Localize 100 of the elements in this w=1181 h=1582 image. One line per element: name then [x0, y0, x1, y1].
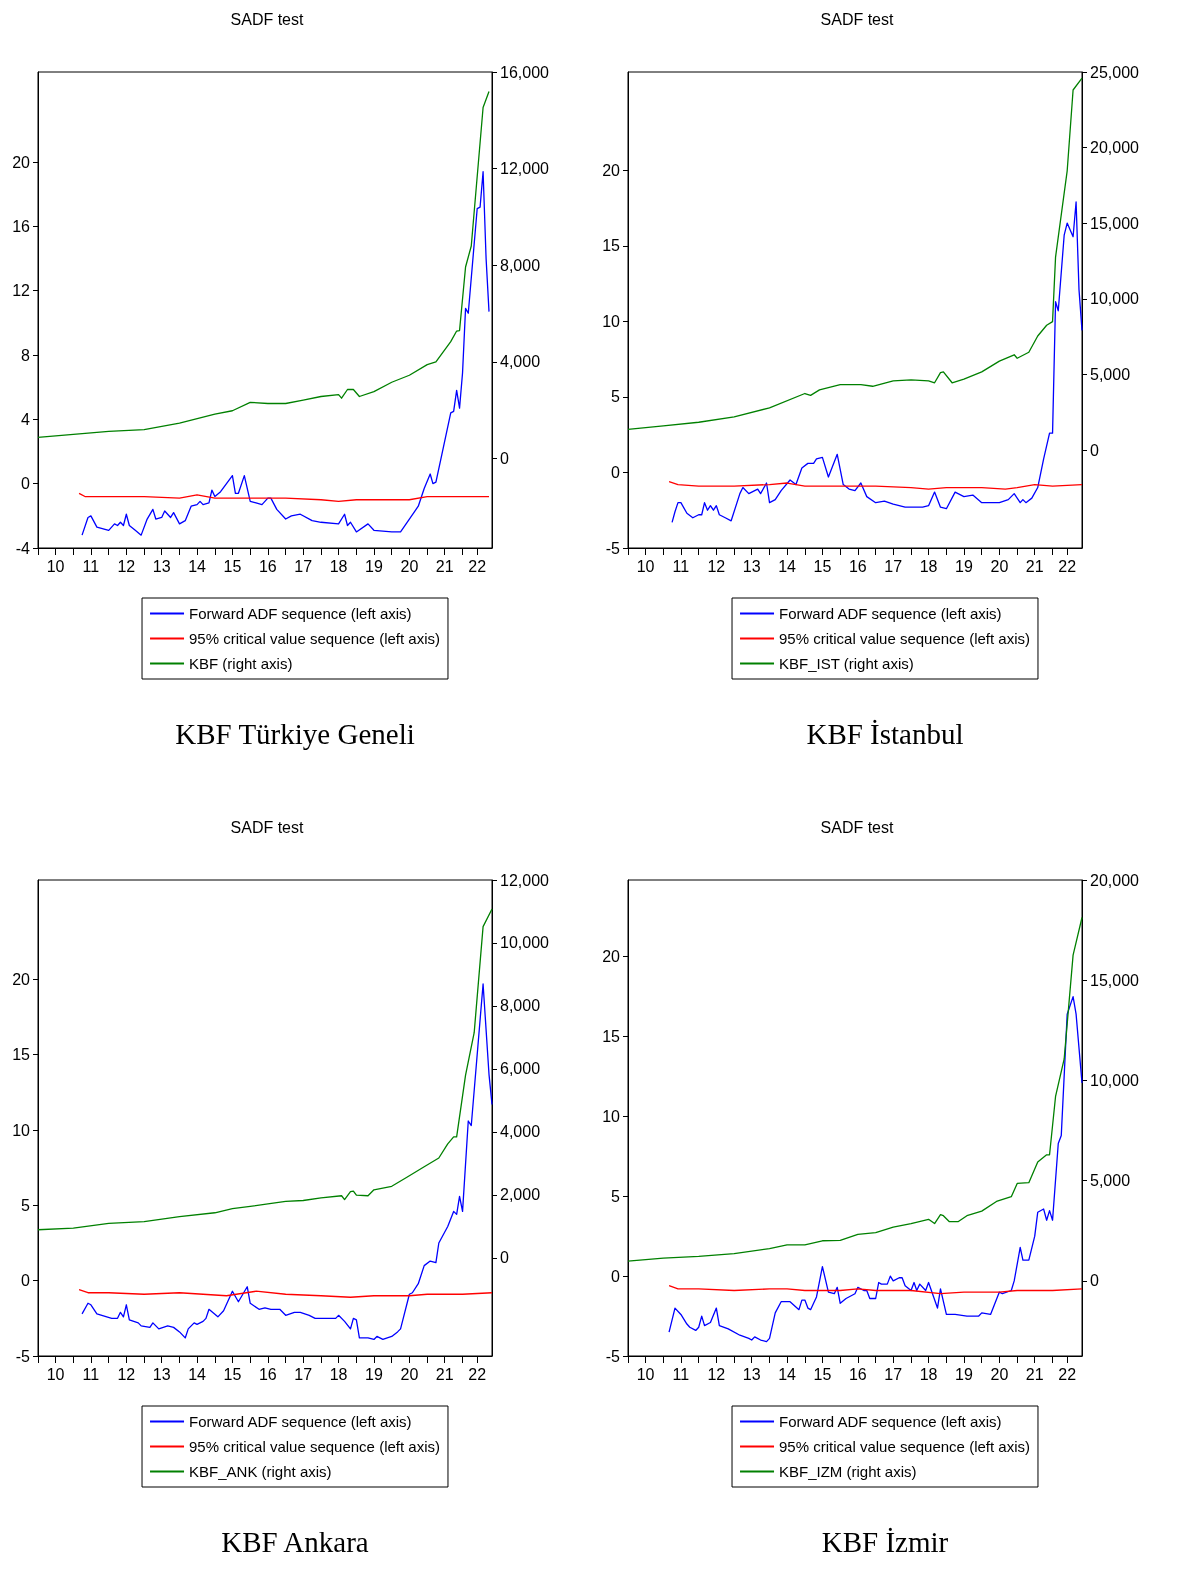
x-tick-label: 19 [955, 1365, 973, 1383]
x-tick-label: 22 [1058, 1365, 1077, 1383]
y2-tick-label: 2,000 [500, 1186, 541, 1204]
y-tick-label: -4 [15, 539, 31, 557]
y-tick-label: -5 [605, 539, 621, 557]
y2-tick-label: 10,000 [1090, 290, 1140, 308]
y2-tick-label: 20,000 [1090, 139, 1140, 157]
legend-label: Forward ADF sequence (left axis) [189, 1413, 412, 1430]
line-series [627, 916, 1083, 1262]
line-series [78, 1289, 493, 1298]
y-tick-label: 5 [611, 388, 621, 406]
x-tick-label: 18 [329, 1365, 348, 1383]
x-tick-label: 18 [329, 557, 348, 575]
text: KBF Ankara [220, 1526, 370, 1559]
x-tick-label: 21 [1025, 557, 1044, 575]
y-tick-label: 20 [12, 970, 31, 988]
y2-tick-label: 16,000 [500, 63, 550, 81]
x-tick-label: 20 [990, 557, 1009, 575]
x-tick-label: 14 [188, 557, 207, 575]
x-tick-label: 19 [955, 557, 973, 575]
legend-label: 95% critical value sequence (left axis) [779, 1438, 1030, 1455]
x-tick-label: 11 [672, 1365, 690, 1383]
y2-tick-label: 10,000 [1090, 1071, 1140, 1089]
y2-tick-label: 12,000 [500, 160, 550, 178]
y2-tick-label: 15,000 [1090, 214, 1140, 232]
x-tick-label: 12 [707, 1365, 726, 1383]
chart-title: SADF test [820, 818, 895, 836]
x-tick-label: 20 [400, 557, 419, 575]
y-tick-label: 16 [12, 217, 31, 235]
y-tick-label: 5 [611, 1187, 621, 1205]
y-tick-label: 8 [21, 346, 31, 364]
y2-tick-label: 10,000 [500, 934, 550, 952]
y-tick-label: 10 [602, 312, 621, 330]
y-tick-label: 15 [12, 1046, 31, 1064]
x-tick-label: 12 [117, 1365, 136, 1383]
y2-tick-label: 5,000 [1090, 1172, 1131, 1190]
x-tick-label: 11 [82, 557, 100, 575]
y2-tick-label: 4,000 [500, 353, 541, 371]
x-tick-label: 20 [400, 1365, 419, 1383]
x-tick-label: 12 [707, 557, 726, 575]
y-tick-label: 10 [12, 1121, 31, 1139]
legend-label: KBF_IST (right axis) [779, 655, 914, 672]
x-tick-label: 17 [884, 1365, 903, 1383]
x-tick-label: 15 [223, 1365, 242, 1383]
y-tick-label: 0 [611, 1267, 621, 1285]
y-tick-label: 20 [12, 153, 31, 171]
x-tick-label: 13 [742, 557, 761, 575]
legend-label: 95% critical value sequence (left axis) [189, 1438, 440, 1455]
x-tick-label: 21 [435, 557, 454, 575]
x-tick-label: 18 [919, 1365, 938, 1383]
x-tick-label: 22 [468, 1365, 487, 1383]
x-tick-label: 13 [152, 1365, 171, 1383]
x-tick-label: 19 [365, 1365, 383, 1383]
y2-tick-label: 4,000 [500, 1123, 541, 1141]
x-tick-label: 15 [223, 557, 242, 575]
chart-title: SADF test [230, 818, 305, 836]
x-tick-label: 15 [813, 557, 832, 575]
chart-title: SADF test [820, 10, 895, 28]
x-tick-label: 12 [117, 557, 136, 575]
y-tick-label: 15 [602, 237, 621, 255]
x-tick-label: 11 [82, 1365, 100, 1383]
x-tick-label: 18 [919, 557, 938, 575]
y2-tick-label: 12,000 [500, 871, 550, 889]
text: KBF İstanbul [805, 718, 965, 751]
y2-tick-label: 25,000 [1090, 63, 1140, 81]
legend-label: Forward ADF sequence (left axis) [189, 605, 412, 622]
line-series [627, 77, 1083, 431]
x-tick-label: 22 [1058, 557, 1077, 575]
x-tick-label: 14 [778, 1365, 797, 1383]
x-tick-label: 17 [884, 557, 903, 575]
x-tick-label: 21 [1025, 1365, 1044, 1383]
legend-label: KBF (right axis) [189, 655, 293, 672]
y-tick-label: -5 [605, 1347, 621, 1365]
y-tick-label: 5 [21, 1196, 31, 1214]
y2-tick-label: 0 [500, 450, 509, 468]
chart-title: SADF test [230, 10, 305, 28]
y-tick-label: 12 [12, 282, 31, 300]
y-tick-label: 0 [611, 463, 621, 481]
legend-label: 95% critical value sequence (left axis) [779, 630, 1030, 647]
y2-tick-label: 8,000 [500, 256, 541, 274]
y2-tick-label: 20,000 [1090, 871, 1140, 889]
line-series [81, 983, 493, 1341]
y-tick-label: 10 [602, 1107, 621, 1125]
x-tick-label: 20 [990, 1365, 1009, 1383]
y2-tick-label: 0 [1090, 441, 1099, 459]
x-tick-label: 13 [742, 1365, 761, 1383]
line-series [671, 201, 1083, 523]
legend-label: 95% critical value sequence (left axis) [189, 630, 440, 647]
y2-tick-label: 15,000 [1090, 971, 1140, 989]
x-tick-label: 17 [294, 1365, 313, 1383]
x-tick-label: 16 [848, 557, 867, 575]
y-tick-label: 4 [21, 410, 31, 428]
x-tick-label: 17 [294, 557, 313, 575]
line-series [37, 90, 490, 438]
line-series [668, 995, 1083, 1343]
x-tick-label: 10 [636, 557, 655, 575]
x-tick-label: 21 [435, 1365, 454, 1383]
y2-tick-label: 6,000 [500, 1060, 541, 1078]
line-series [37, 908, 493, 1231]
line-series [81, 171, 490, 536]
